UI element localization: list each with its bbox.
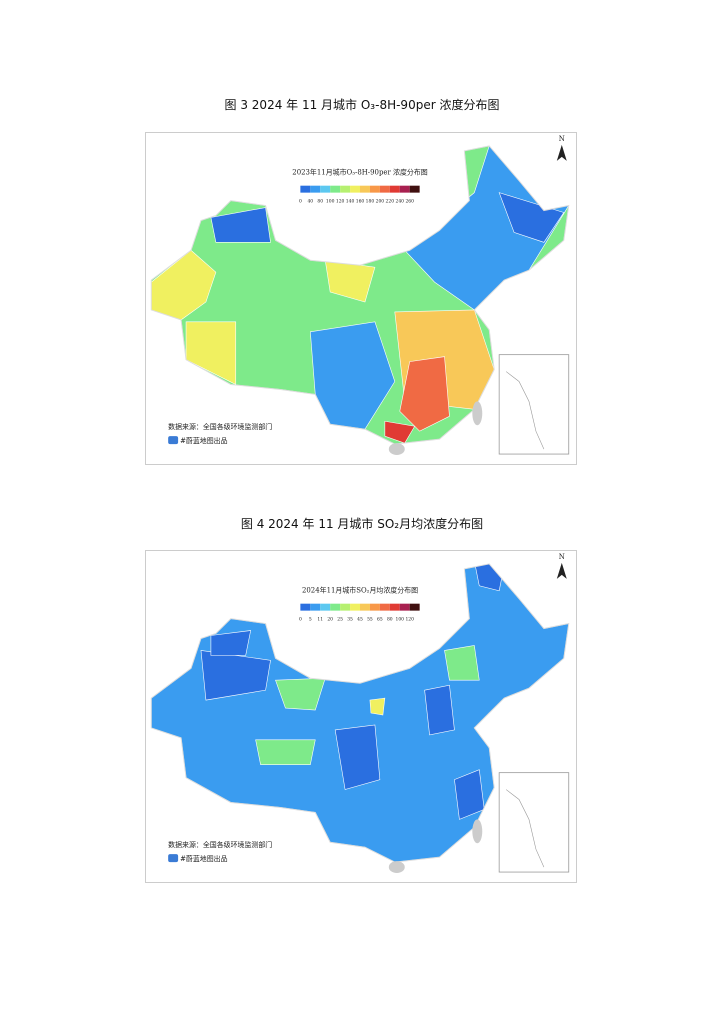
credit-icon: [168, 436, 179, 445]
region: [369, 697, 386, 716]
legend-swatch: [369, 603, 380, 611]
legend-swatch: [300, 185, 311, 193]
region-layer: [151, 563, 569, 863]
region: [210, 630, 252, 656]
legend-label: 0: [299, 199, 302, 205]
legend-swatch: [360, 603, 370, 611]
credit: #蔚蓝地图出品: [180, 436, 228, 445]
legend-label: 240: [396, 199, 405, 205]
region: [185, 321, 237, 385]
country-outline: [150, 563, 570, 863]
region: [399, 356, 450, 432]
legend-swatch: [389, 603, 400, 611]
region: [444, 645, 480, 681]
legend-swatch: [360, 185, 370, 193]
north-arrow: [556, 144, 567, 161]
legend-swatch: [300, 603, 311, 611]
legend-label: 20: [327, 617, 333, 623]
legend-label: 0: [299, 617, 302, 623]
legend-label: 180: [366, 199, 375, 205]
legend-label: 40: [307, 199, 313, 205]
region: [424, 684, 455, 736]
legend-swatch: [320, 185, 331, 193]
legend-swatch: [409, 185, 420, 193]
figure-caption: 图 3 2024 年 11 月城市 O₃-8H-90per 浓度分布图: [224, 98, 500, 112]
region: [334, 724, 381, 790]
north-arrow: [556, 562, 567, 579]
legend-label: 80: [387, 617, 393, 623]
hainan: [388, 443, 405, 456]
legend-label: 5: [309, 617, 312, 623]
credit: #蔚蓝地图出品: [180, 854, 228, 863]
legend-label: 100: [396, 617, 405, 623]
legend-swatch: [340, 185, 351, 193]
legend-label: 45: [357, 617, 363, 623]
legend-label: 200: [376, 199, 385, 205]
legend-label: 55: [367, 617, 373, 623]
figure-caption: 图 4 2024 年 11 月城市 SO₂月均浓度分布图: [240, 517, 484, 531]
legend-label: 160: [356, 199, 365, 205]
legend-swatch: [350, 185, 361, 193]
north-label: N: [559, 553, 565, 561]
legend-swatch: [399, 603, 410, 611]
legend-swatch: [379, 603, 390, 611]
inset-coast: [505, 789, 545, 868]
legend-label: 25: [337, 617, 343, 623]
legend-swatch: [379, 185, 390, 193]
hainan: [388, 861, 405, 874]
legend-label: 80: [317, 199, 323, 205]
map-title: 2023年11月城市O₃-8H-90per 浓度分布图: [292, 168, 427, 177]
legend-label: 100: [326, 199, 335, 205]
source-note: 数据来源：全国各级环境监测部门: [168, 840, 272, 849]
legend-swatch: [399, 185, 410, 193]
legend-swatch: [310, 185, 321, 193]
inset-box: [498, 354, 570, 455]
legend-label: 120: [336, 199, 345, 205]
source-note: 数据来源：全国各级环境监测部门: [168, 422, 272, 431]
legend-label: 120: [405, 617, 414, 623]
legend-swatch: [350, 603, 361, 611]
legend-label: 260: [405, 199, 414, 205]
legend-swatch: [330, 185, 341, 193]
credit-icon: [168, 854, 179, 863]
legend-label: 35: [347, 617, 353, 623]
legend-swatch: [310, 603, 321, 611]
inset-box: [498, 772, 570, 873]
taiwan: [472, 401, 483, 426]
region-layer: [151, 145, 569, 445]
region: [275, 677, 326, 711]
legend-swatch: [369, 185, 380, 193]
inset-coast: [505, 371, 545, 450]
legend-swatch: [340, 603, 351, 611]
legend-swatch: [389, 185, 400, 193]
legend-label: 11: [317, 617, 323, 623]
north-label: N: [559, 135, 565, 143]
legend-label: 65: [377, 617, 383, 623]
taiwan: [472, 819, 483, 844]
legend-label: 140: [346, 199, 355, 205]
legend-swatch: [320, 603, 331, 611]
region: [255, 739, 316, 766]
region: [200, 650, 271, 701]
legend-swatch: [409, 603, 420, 611]
region: [210, 207, 271, 243]
country-outline: [150, 145, 570, 445]
legend-label: 220: [386, 199, 395, 205]
legend-swatch: [330, 603, 341, 611]
map-title: 2024年11月城市SO₂月均浓度分布图: [302, 586, 418, 595]
